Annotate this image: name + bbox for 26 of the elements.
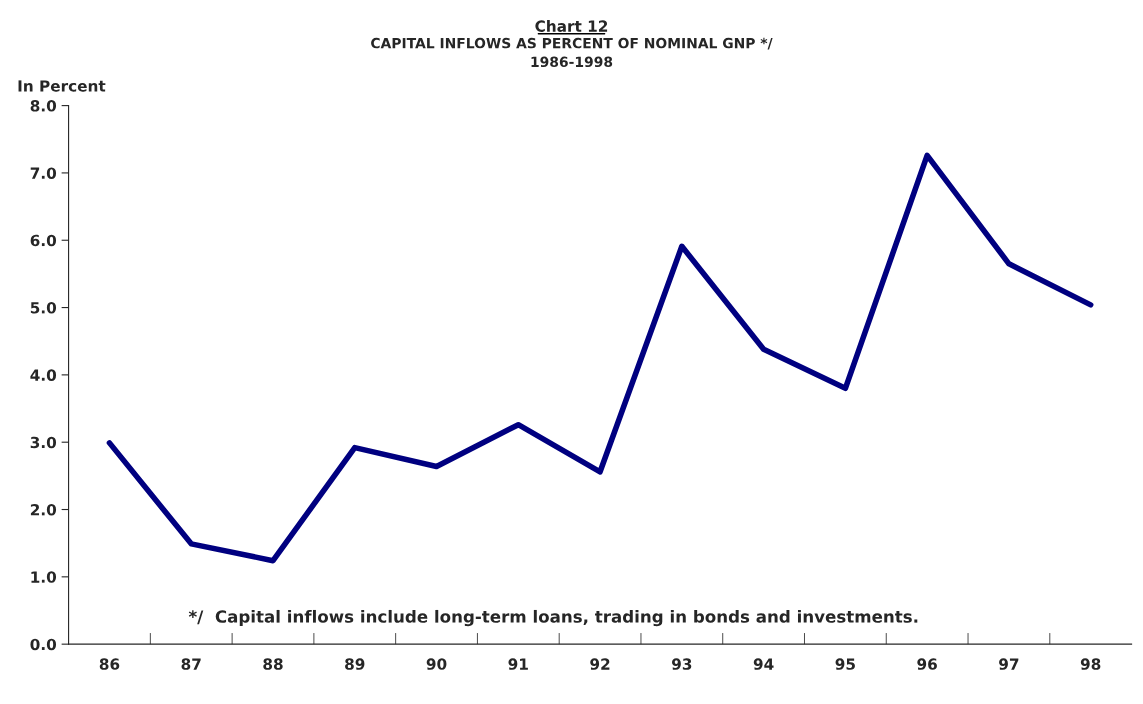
y-tick-label: 6.0 — [30, 234, 57, 247]
chart-title: Chart 12 — [535, 20, 608, 32]
chart-subtitle: CAPITAL INFLOWS AS PERCENT OF NOMINAL GNP */ 1986-1998 — [371, 37, 773, 68]
x-tick-label: 95 — [835, 658, 855, 670]
x-tick-label: 87 — [181, 658, 201, 670]
x-tick-label: 92 — [590, 658, 610, 670]
x-tick-label: 89 — [345, 658, 365, 670]
x-tick-label: 86 — [99, 658, 120, 670]
x-tick-label: 96 — [917, 658, 937, 670]
x-tick-label: 98 — [1080, 658, 1101, 670]
y-axis-title: In Percent — [18, 80, 106, 92]
y-tick-label: 8.0 — [30, 100, 57, 112]
y-tick-label: 7.0 — [30, 167, 57, 179]
y-tick-label: 0.0 — [30, 638, 57, 651]
y-tick-label: 2.0 — [30, 503, 57, 516]
x-tick-label: 94 — [753, 658, 774, 670]
y-tick-label: 1.0 — [31, 571, 57, 583]
x-tick-label: 88 — [263, 658, 283, 670]
x-tick-label: 90 — [426, 658, 447, 670]
annotation: */ Capital inflows include long-term loans, trading in bonds and investments. — [188, 609, 918, 627]
y-tick-label: 3.0 — [30, 436, 57, 449]
x-tick-label: 97 — [999, 658, 1019, 670]
y-tick-label: 4.0 — [30, 369, 57, 381]
y-tick-label: 5.0 — [30, 302, 57, 314]
x-tick-label: 91 — [508, 658, 528, 670]
x-tick-label: 93 — [672, 658, 692, 670]
